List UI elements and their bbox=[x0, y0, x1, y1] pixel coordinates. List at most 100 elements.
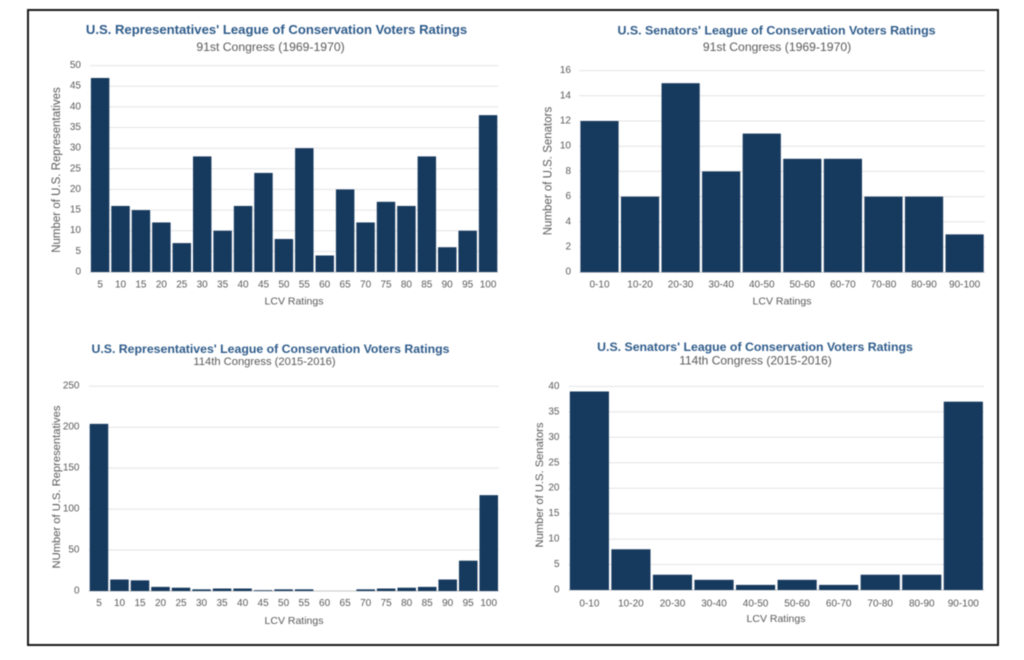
svg-text:15: 15 bbox=[134, 598, 146, 609]
svg-text:40: 40 bbox=[548, 381, 560, 392]
svg-text:5: 5 bbox=[75, 246, 81, 257]
svg-text:10: 10 bbox=[70, 225, 82, 236]
svg-text:0-10: 0-10 bbox=[589, 279, 609, 290]
svg-text:65: 65 bbox=[340, 279, 352, 290]
svg-text:2: 2 bbox=[565, 242, 571, 253]
svg-text:30: 30 bbox=[196, 598, 208, 609]
svg-text:40: 40 bbox=[237, 598, 249, 609]
svg-text:Number of U.S. Representatives: Number of U.S. Representatives bbox=[51, 87, 63, 253]
svg-text:70: 70 bbox=[360, 598, 372, 609]
svg-text:60-70: 60-70 bbox=[826, 598, 852, 609]
svg-text:80: 80 bbox=[401, 279, 413, 290]
svg-text:60-70: 60-70 bbox=[830, 279, 856, 290]
svg-text:90: 90 bbox=[442, 279, 454, 290]
svg-text:15: 15 bbox=[135, 279, 147, 290]
svg-text:91st Congress (1969-1970): 91st Congress (1969-1970) bbox=[703, 40, 851, 54]
svg-text:50-60: 50-60 bbox=[790, 279, 816, 290]
svg-text:50: 50 bbox=[70, 60, 82, 71]
svg-text:10: 10 bbox=[115, 279, 127, 290]
svg-text:U.S. Senators' League of Conse: U.S. Senators' League of Conservation Vo… bbox=[597, 340, 913, 354]
svg-text:75: 75 bbox=[380, 279, 392, 290]
svg-text:0: 0 bbox=[75, 267, 81, 278]
svg-text:114th Congress (2015-2016): 114th Congress (2015-2016) bbox=[679, 353, 832, 367]
svg-text:150: 150 bbox=[63, 463, 80, 474]
svg-text:100: 100 bbox=[480, 598, 497, 609]
svg-text:80-90: 80-90 bbox=[909, 598, 935, 609]
svg-text:10: 10 bbox=[560, 141, 572, 152]
svg-text:10: 10 bbox=[548, 534, 560, 545]
svg-text:U.S. Senators' League of Conse: U.S. Senators' League of Conservation Vo… bbox=[617, 23, 935, 37]
svg-text:16: 16 bbox=[560, 65, 572, 76]
svg-text:50: 50 bbox=[68, 545, 80, 556]
svg-text:45: 45 bbox=[70, 81, 82, 92]
svg-text:0: 0 bbox=[74, 586, 80, 597]
svg-text:40-50: 40-50 bbox=[749, 279, 775, 290]
svg-text:50: 50 bbox=[278, 279, 290, 290]
svg-text:30-40: 30-40 bbox=[708, 279, 734, 290]
svg-text:200: 200 bbox=[63, 422, 80, 433]
svg-text:250: 250 bbox=[63, 381, 80, 392]
svg-text:80-90: 80-90 bbox=[911, 279, 937, 290]
svg-text:35: 35 bbox=[70, 122, 82, 133]
svg-text:15: 15 bbox=[70, 205, 82, 216]
svg-text:30-40: 30-40 bbox=[701, 598, 727, 609]
svg-text:LCV Ratings: LCV Ratings bbox=[265, 296, 324, 308]
svg-text:35: 35 bbox=[216, 598, 228, 609]
svg-text:35: 35 bbox=[217, 279, 229, 290]
svg-text:90: 90 bbox=[442, 598, 454, 609]
svg-text:30: 30 bbox=[70, 143, 82, 154]
svg-text:20-30: 20-30 bbox=[660, 598, 686, 609]
svg-text:U.S. Representatives' League o: U.S. Representatives' League of Conserva… bbox=[91, 342, 449, 356]
svg-text:0: 0 bbox=[554, 585, 560, 596]
svg-text:12: 12 bbox=[560, 116, 572, 127]
svg-text:30: 30 bbox=[548, 432, 560, 443]
svg-text:114th Congress (2015-2016): 114th Congress (2015-2016) bbox=[193, 356, 335, 368]
svg-text:95: 95 bbox=[462, 279, 474, 290]
svg-text:10-20: 10-20 bbox=[627, 279, 653, 290]
svg-text:55: 55 bbox=[299, 279, 311, 290]
svg-text:25: 25 bbox=[176, 279, 188, 290]
svg-text:45: 45 bbox=[258, 279, 270, 290]
svg-text:55: 55 bbox=[299, 598, 311, 609]
svg-text:20: 20 bbox=[155, 598, 167, 609]
svg-text:65: 65 bbox=[340, 598, 352, 609]
svg-text:45: 45 bbox=[258, 598, 270, 609]
svg-text:5: 5 bbox=[97, 279, 103, 290]
svg-text:10: 10 bbox=[114, 598, 126, 609]
svg-text:0: 0 bbox=[565, 267, 571, 278]
svg-text:60: 60 bbox=[319, 279, 331, 290]
svg-text:80: 80 bbox=[401, 598, 413, 609]
svg-text:70: 70 bbox=[360, 279, 372, 290]
svg-text:10-20: 10-20 bbox=[618, 598, 644, 609]
svg-text:95: 95 bbox=[463, 598, 475, 609]
svg-text:35: 35 bbox=[548, 406, 560, 417]
svg-text:25: 25 bbox=[548, 457, 560, 468]
svg-text:90-100: 90-100 bbox=[949, 279, 981, 290]
svg-text:100: 100 bbox=[480, 279, 497, 290]
svg-text:50: 50 bbox=[278, 598, 290, 609]
svg-text:NUmber of U.S. Representatives: NUmber of U.S. Representatives bbox=[51, 405, 63, 568]
svg-text:91st Congress (1969-1970): 91st Congress (1969-1970) bbox=[196, 40, 344, 54]
svg-text:40: 40 bbox=[237, 279, 249, 290]
svg-text:Number of U.S. Senators: Number of U.S. Senators bbox=[543, 107, 555, 236]
svg-text:LCV Ratings: LCV Ratings bbox=[747, 613, 806, 625]
svg-text:20-30: 20-30 bbox=[668, 279, 694, 290]
svg-text:30: 30 bbox=[197, 279, 209, 290]
svg-text:40: 40 bbox=[70, 101, 82, 112]
svg-text:100: 100 bbox=[63, 504, 80, 515]
svg-text:85: 85 bbox=[422, 598, 434, 609]
svg-text:50-60: 50-60 bbox=[784, 598, 810, 609]
svg-text:5: 5 bbox=[554, 559, 560, 570]
svg-text:0-10: 0-10 bbox=[579, 598, 599, 609]
svg-text:25: 25 bbox=[70, 163, 82, 174]
svg-text:70-80: 70-80 bbox=[867, 598, 893, 609]
svg-text:8: 8 bbox=[565, 166, 571, 177]
svg-text:70-80: 70-80 bbox=[871, 279, 897, 290]
svg-text:40-50: 40-50 bbox=[743, 598, 769, 609]
svg-text:60: 60 bbox=[319, 598, 331, 609]
svg-text:14: 14 bbox=[560, 90, 572, 101]
svg-text:4: 4 bbox=[565, 216, 571, 227]
svg-text:85: 85 bbox=[421, 279, 433, 290]
svg-text:LCV Ratings: LCV Ratings bbox=[265, 615, 324, 627]
svg-text:15: 15 bbox=[548, 508, 560, 519]
